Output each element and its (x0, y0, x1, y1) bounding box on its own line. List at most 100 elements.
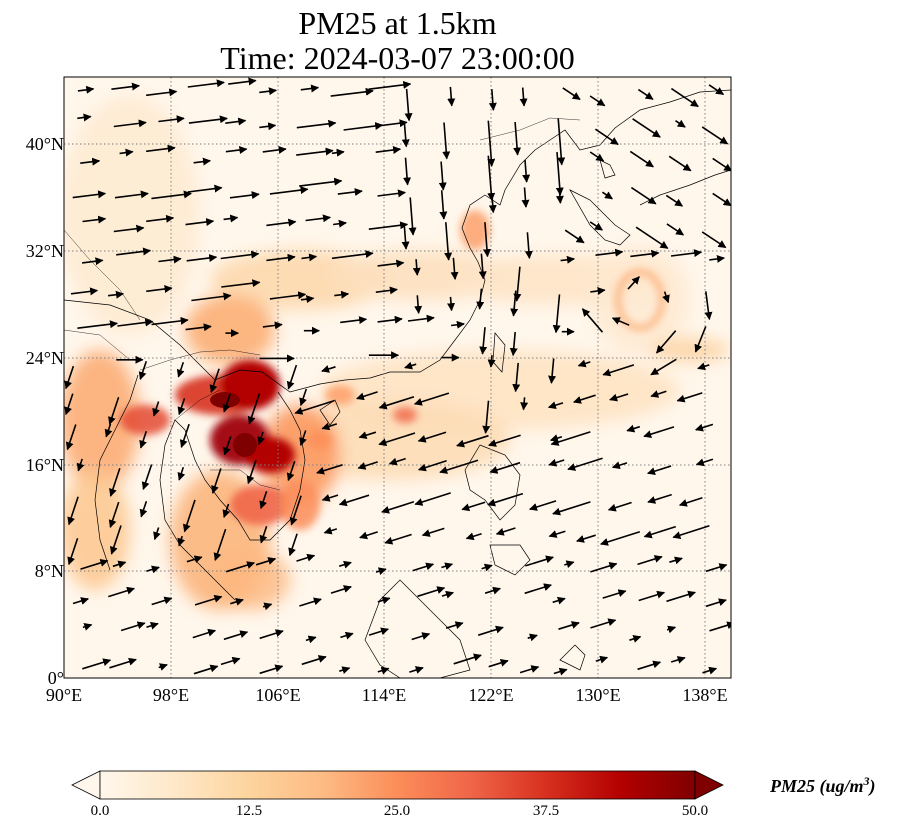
wind-arrow (456, 434, 489, 448)
wind-arrow (330, 87, 374, 97)
wind-arrow (678, 497, 703, 507)
wind-vectors (64, 77, 731, 676)
wind-arrow (564, 229, 585, 244)
lon-label-138e: 138°E (682, 685, 728, 705)
wind-arrow (138, 361, 148, 380)
wind-arrow (286, 364, 298, 390)
wind-arrow (112, 560, 127, 569)
wind-arrow (262, 145, 287, 154)
wind-arrow (146, 285, 173, 293)
wind-arrow (321, 494, 339, 502)
wind-arrow (192, 628, 217, 639)
wind-arrow (158, 255, 182, 264)
wind-arrow (186, 254, 218, 262)
lat-label-8n: 8°N (34, 561, 64, 581)
wind-arrow (225, 561, 256, 573)
wind-arrow (119, 148, 134, 157)
wind-arrow (439, 459, 479, 474)
wind-arrow (524, 583, 552, 595)
wind-arrow (187, 184, 223, 193)
wind-arrow (611, 461, 628, 470)
wind-arrow (146, 144, 176, 153)
colorbar-gradient (99, 770, 696, 800)
wind-arrow (672, 525, 710, 540)
wind-arrow (357, 461, 378, 470)
wind-arrow (701, 231, 727, 249)
wind-arrow (555, 152, 564, 196)
wind-arrow (444, 222, 453, 261)
wind-arrow (381, 501, 415, 514)
wind-arrow (650, 390, 667, 398)
wind-arrow (229, 191, 260, 200)
wind-arrow (655, 330, 677, 354)
wind-arrow (257, 431, 265, 446)
wind-arrow (331, 148, 345, 157)
wind-arrow (487, 120, 496, 167)
wind-arrow (262, 321, 283, 330)
wind-arrow (177, 467, 186, 481)
wind-arrow (64, 365, 75, 390)
wind-arrow (638, 590, 666, 602)
wind-arrow (269, 291, 307, 300)
lat-label-32n: 32°N (25, 241, 64, 261)
wind-arrow (301, 655, 327, 666)
wind-arrow (404, 88, 413, 122)
lat-label-0: 0° (47, 668, 64, 688)
wind-arrow (478, 253, 487, 280)
wind-arrow (109, 657, 137, 669)
wind-arrow (296, 553, 316, 562)
wind-arrow (488, 194, 497, 214)
wind-arrow (602, 589, 627, 599)
wind-arrow (489, 461, 521, 474)
wind-arrow (300, 295, 315, 304)
wind-arrow (223, 630, 249, 641)
wind-arrow (403, 157, 412, 186)
wind-arrow (409, 666, 424, 674)
wind-arrow (289, 495, 302, 526)
wind-arrow (330, 585, 352, 594)
wind-arrow (643, 426, 675, 439)
wind-arrow (378, 396, 415, 410)
wind-arrow (450, 257, 459, 280)
wind-arrow (417, 431, 447, 443)
wind-arrow (482, 222, 491, 258)
wind-arrow (488, 89, 497, 111)
wind-arrow (223, 214, 239, 223)
wind-arrow (601, 191, 613, 200)
wind-arrow (488, 434, 521, 447)
wind-arrow (708, 84, 725, 96)
wind-arrow (340, 316, 368, 325)
wind-arrow (339, 666, 351, 674)
wind-arrow (627, 276, 640, 290)
wind-arrow (600, 530, 641, 546)
wind-arrow (611, 317, 630, 326)
wind-arrow (484, 586, 501, 595)
wind-arrow (187, 79, 225, 88)
wind-arrow (158, 663, 168, 671)
wind-arrow (697, 362, 710, 371)
wind-arrow (213, 528, 227, 562)
wind-arrow (650, 358, 677, 376)
wind-arrow (487, 492, 524, 507)
wind-arrow (576, 534, 596, 543)
wind-arrow (552, 294, 561, 334)
wind-arrow (665, 194, 684, 207)
lon-label-122e: 122°E (468, 685, 514, 705)
wind-arrow (321, 422, 338, 431)
wind-arrow (334, 290, 350, 299)
wind-arrow (521, 187, 530, 208)
wind-arrow (590, 618, 617, 629)
wind-arrow (301, 253, 318, 262)
wind-arrow (209, 368, 220, 394)
colorbar-label: PM25 (ug/m3) (770, 774, 876, 797)
wind-arrow (522, 159, 531, 183)
wind-arrow (550, 431, 591, 446)
wind-arrow (177, 398, 186, 416)
wind-arrow (356, 391, 378, 401)
wind-arrow (519, 87, 528, 107)
wind-arrow (590, 562, 618, 573)
colorbar-tick-50: 50.0 (681, 803, 709, 819)
wind-arrow (668, 155, 692, 172)
wind-arrow (108, 396, 120, 425)
wind-arrow (114, 190, 149, 199)
